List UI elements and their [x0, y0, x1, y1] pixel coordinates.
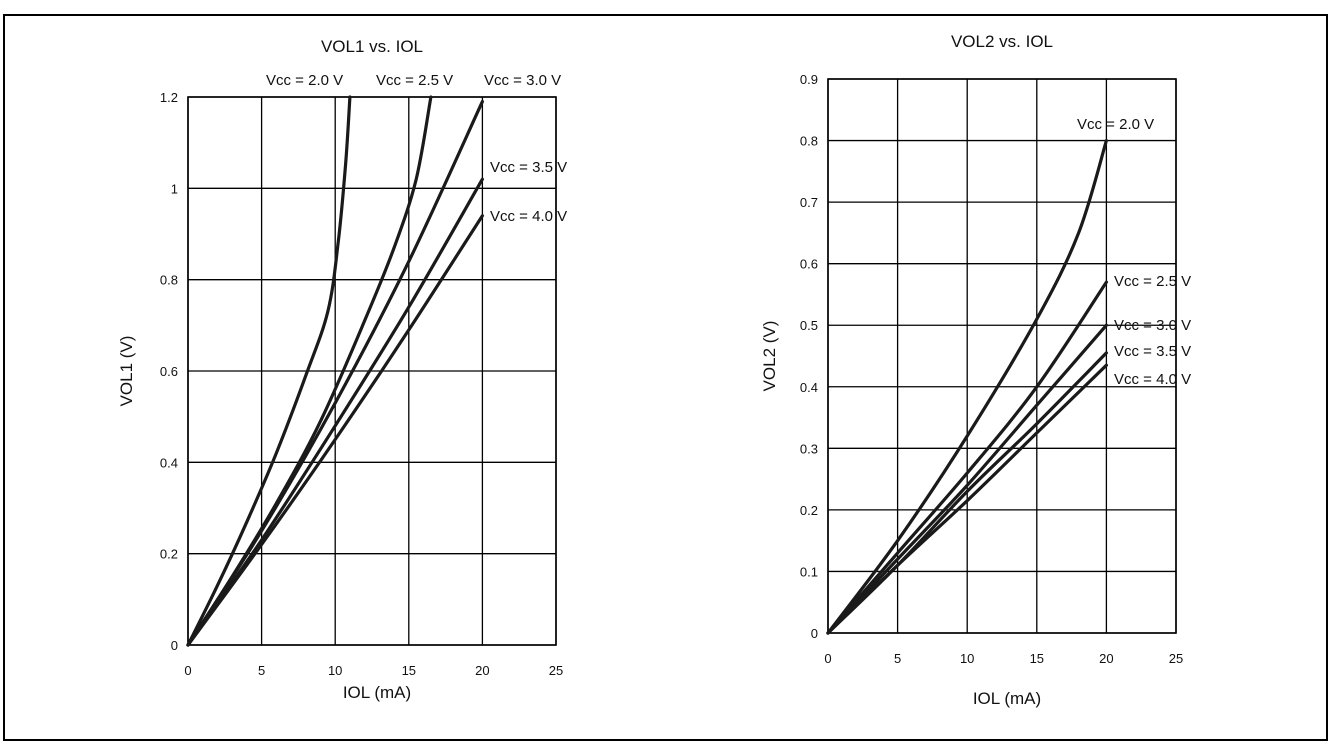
y-tick-label: 1.2 [160, 90, 178, 105]
chart-title: VOL2 vs. IOL [951, 32, 1053, 51]
y-axis-label: VOL2 (V) [760, 321, 779, 392]
series-label: Vcc = 2.5 V [376, 72, 453, 89]
series-line-1 [186, 95, 352, 647]
y-tick-label: 0.3 [800, 441, 818, 456]
chart-1: VOL1 vs. IOL 0 5 10 15 20 25 0 0.2 0.4 0.6 0.8 1 1.2 I… [117, 37, 567, 702]
series-line-5 [186, 214, 484, 647]
plot-area [187, 96, 557, 646]
plot-area [827, 78, 1177, 634]
y-tick-label: 0.2 [800, 503, 818, 518]
figure-frame [3, 14, 1328, 741]
y-tick-label: 0 [811, 626, 818, 641]
series-label: Vcc = 3.5 V [490, 159, 567, 176]
x-axis-label: IOL (mA) [343, 683, 411, 702]
series-label: Vcc = 3.5 V [1114, 343, 1191, 360]
series-line-3 [186, 100, 484, 647]
series-label: Vcc = 2.5 V [1114, 273, 1191, 290]
series-label: Vcc = 3.0 V [1114, 317, 1191, 334]
y-axis-label: VOL1 (V) [117, 336, 136, 407]
series-label: Vcc = 2.0 V [1077, 116, 1154, 133]
y-tick-label: 0.8 [800, 134, 818, 149]
y-tick-label: 1 [171, 181, 178, 196]
series-line-1 [826, 139, 1108, 635]
series-line-3 [826, 323, 1108, 635]
y-tick-label: 0.6 [800, 257, 818, 272]
chart-title: VOL1 vs. IOL [321, 37, 423, 56]
x-tick-label: 25 [1169, 651, 1183, 666]
chart-2: VOL2 vs. IOL 0 5 10 15 20 25 0 0.1 0.2 0.3 0.4 0.5 0.… [760, 32, 1191, 708]
series-label: Vcc = 4.0 V [490, 208, 567, 225]
x-tick-label: 5 [894, 651, 901, 666]
series-label: Vcc = 4.0 V [1114, 371, 1191, 388]
x-tick-label: 15 [1030, 651, 1044, 666]
y-tick-label: 0.5 [800, 318, 818, 333]
y-tick-label: 0.9 [800, 72, 818, 87]
x-tick-label: 10 [328, 663, 342, 678]
x-tick-label: 25 [549, 663, 563, 678]
x-tick-label: 0 [184, 663, 191, 678]
y-tick-label: 0.6 [160, 364, 178, 379]
series-label: Vcc = 2.0 V [266, 72, 343, 89]
y-tick-label: 0.2 [160, 547, 178, 562]
x-tick-label: 15 [402, 663, 416, 678]
series-line-2 [826, 280, 1108, 635]
y-tick-label: 0 [171, 638, 178, 653]
x-axis-label: IOL (mA) [973, 689, 1041, 708]
x-tick-label: 10 [960, 651, 974, 666]
y-tick-label: 0.1 [800, 564, 818, 579]
series-line-4 [186, 177, 484, 647]
series-label: Vcc = 3.0 V [484, 72, 561, 89]
x-tick-label: 0 [824, 651, 831, 666]
y-tick-label: 0.4 [160, 455, 178, 470]
y-tick-label: 0.7 [800, 195, 818, 210]
y-tick-label: 0.8 [160, 273, 178, 288]
series-line-5 [826, 363, 1108, 635]
x-tick-label: 20 [475, 663, 489, 678]
y-tick-label: 0.4 [800, 380, 818, 395]
x-tick-label: 5 [258, 663, 265, 678]
x-tick-label: 20 [1099, 651, 1113, 666]
